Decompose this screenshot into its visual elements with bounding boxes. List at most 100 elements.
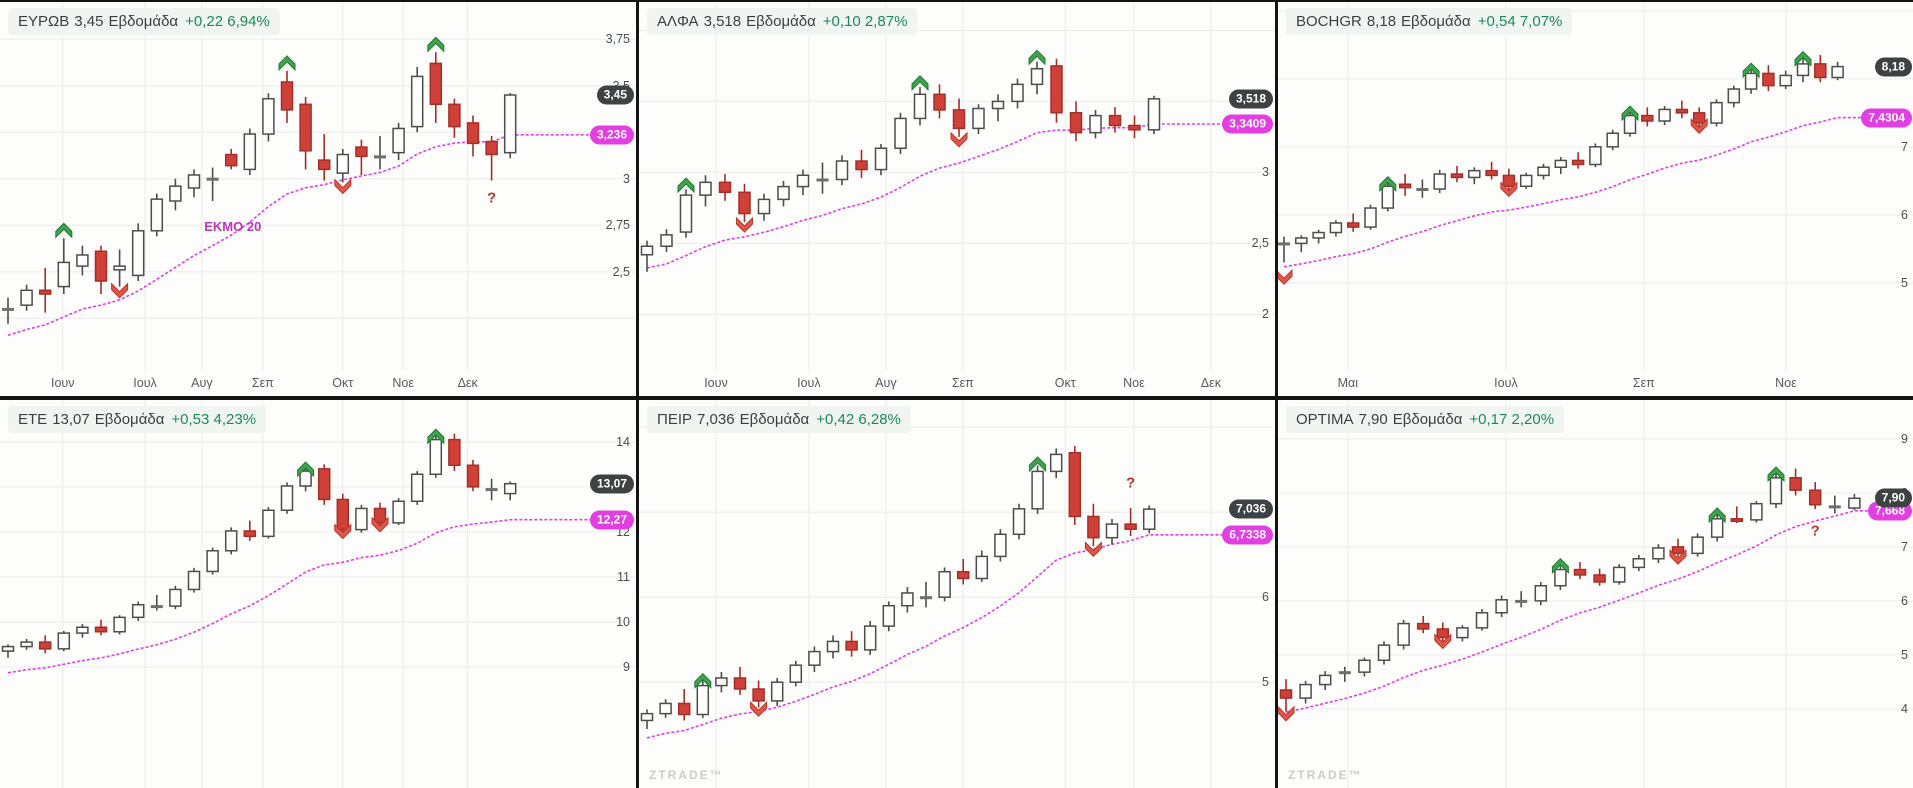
ema-name-label: EKMO 20 [204, 219, 262, 235]
candles-plot[interactable] [0, 400, 636, 788]
candle [1710, 99, 1723, 127]
candle-body [1108, 114, 1122, 127]
candle [1571, 152, 1585, 169]
candle [280, 482, 294, 514]
candles-plot[interactable]: ? [0, 2, 636, 396]
month-label: Νοε [392, 376, 414, 390]
month-label: Ιουν [704, 376, 728, 390]
candle-body [640, 712, 654, 722]
buy-signal-icon [1551, 558, 1569, 574]
symbol-price: 7,90 [1358, 411, 1388, 428]
buy-signal-icon [55, 222, 73, 239]
candle [1358, 657, 1371, 677]
price-axis-tick: 9 [1901, 431, 1908, 446]
candle [1691, 533, 1704, 557]
candle [187, 567, 201, 593]
symbol-price: 13,07 [52, 411, 90, 428]
ema-line [7, 518, 596, 674]
candle-body [317, 468, 331, 501]
candle [874, 144, 888, 176]
timeframe-label: Εβδομάδα [94, 411, 165, 428]
candles-plot[interactable] [1278, 2, 1913, 396]
candle-body [1031, 470, 1044, 510]
candle-body [466, 464, 480, 488]
candle-body [1502, 174, 1516, 188]
candle-body [1537, 166, 1550, 177]
candle [187, 169, 201, 198]
candle-body [1495, 599, 1508, 614]
change-percent: +0,42 6,28% [816, 411, 901, 428]
candle [1828, 495, 1841, 514]
candle-body [1515, 599, 1528, 603]
candles-plot[interactable] [639, 2, 1275, 396]
candles-plot[interactable]: ? [639, 400, 1275, 788]
last-price-badge: 7,90 [1874, 488, 1912, 508]
candle-body [659, 702, 672, 715]
price-axis-tick: 6 [1901, 207, 1908, 222]
candle [956, 558, 970, 585]
candle-body [1831, 65, 1844, 79]
price-axis-tick: 3,75 [605, 32, 630, 47]
candle-body [224, 530, 238, 552]
candle [640, 709, 654, 729]
candle-body [1730, 518, 1744, 523]
candle [1068, 445, 1082, 525]
candle-body [20, 641, 33, 648]
candle-body [94, 626, 108, 633]
candle-body [392, 500, 405, 524]
candle-body [835, 160, 849, 181]
candle [1011, 78, 1024, 109]
candle [448, 98, 461, 138]
candle-body [699, 181, 712, 196]
candle [1675, 100, 1689, 119]
ema-line [1285, 510, 1874, 713]
candle [1750, 500, 1763, 523]
candle [57, 630, 71, 652]
candle-body [938, 570, 951, 598]
symbol-price: 3,45 [74, 13, 104, 30]
buy-signal-icon [1029, 456, 1047, 473]
candle-body [485, 140, 498, 156]
candle-body [1, 645, 15, 652]
candle [1519, 172, 1533, 189]
candle [1456, 625, 1469, 642]
candle-body [1416, 188, 1429, 191]
candle [789, 660, 803, 687]
candle-body [1750, 502, 1763, 521]
candle [429, 435, 443, 478]
buy-signal-icon [427, 428, 445, 445]
candle-body [1779, 74, 1792, 87]
price-axis-tick: 7 [1901, 539, 1908, 554]
price-axis-tick: 3 [1262, 165, 1269, 180]
candle-body [1554, 568, 1567, 587]
month-label: Νοε [1775, 376, 1797, 390]
candle [169, 178, 182, 211]
candle-body [76, 626, 89, 634]
candle [1338, 666, 1351, 682]
candle-body [280, 485, 294, 511]
ema-value-badge: 12,27 [589, 510, 634, 530]
candle [1502, 168, 1516, 192]
candle [1416, 179, 1429, 198]
candle [738, 183, 751, 223]
candle [1050, 58, 1063, 123]
candle-body [1397, 622, 1410, 646]
month-label: Σεπ [251, 376, 274, 390]
candle-body [1279, 689, 1293, 699]
candle [113, 615, 126, 635]
candle-body [952, 109, 966, 130]
candle-body [1571, 159, 1585, 166]
chart-panel-bochgr: BOCHGR 8,18 Εβδομάδα +0,54 7,07% 7 6 5 7,4304 8,… [1278, 2, 1913, 396]
candle-body [1398, 183, 1412, 189]
timeframe-label: Εβδομάδα [1392, 411, 1463, 428]
candle [1312, 229, 1325, 244]
candle-body [1329, 222, 1343, 234]
candle [1632, 554, 1646, 572]
candle [374, 135, 386, 170]
candle [808, 646, 821, 672]
change-percent: +0,17 2,20% [1469, 411, 1555, 428]
candles-plot[interactable]: ? [1278, 400, 1913, 788]
symbol-name: ΑΛΦΑ [657, 13, 699, 30]
symbol-chip: BOCHGR 8,18 Εβδομάδα +0,54 7,07% [1286, 8, 1573, 35]
